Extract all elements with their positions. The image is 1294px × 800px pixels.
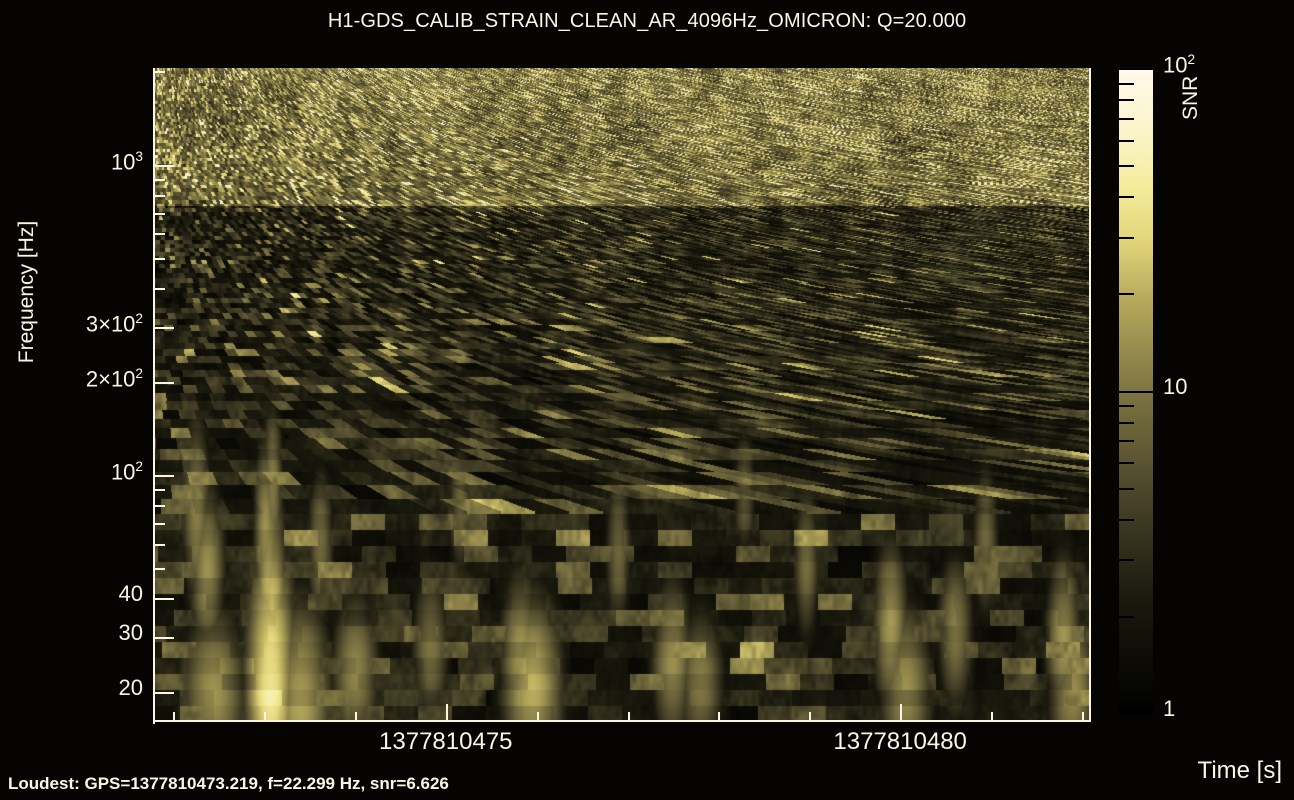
spectrogram-image [155, 68, 1089, 720]
y-axis-tick-label: 3×102 [85, 310, 143, 337]
y-axis-minor-tick [154, 692, 174, 694]
colorbar-tick-mark [1119, 140, 1135, 142]
y-axis-tick-label: 2×102 [85, 365, 143, 391]
colorbar-tick-label: 10 [1163, 373, 1188, 399]
y-axis-minor-tick [154, 475, 174, 477]
colorbar-tick-mark [1119, 165, 1135, 167]
x-axis-minor-tick [628, 712, 630, 722]
y-axis-tick-label: 40 [118, 581, 143, 607]
colorbar-gradient [1119, 68, 1153, 713]
colorbar-tick-mark [1119, 83, 1135, 85]
y-axis-minor-tick [154, 637, 174, 639]
x-axis-minor-tick [991, 712, 993, 722]
x-axis-minor-tick [264, 712, 266, 722]
x-axis-minor-tick [809, 712, 811, 722]
x-axis-tick-label: 1377810475 [379, 728, 513, 755]
y-axis-minor-tick [154, 258, 165, 260]
y-axis-spine [153, 68, 155, 724]
x-axis-tick-mark [446, 704, 448, 722]
y-axis-minor-tick [154, 288, 165, 290]
plot-area [155, 68, 1091, 722]
y-axis-title: Frequency [Hz] [15, 220, 38, 364]
y-axis-tick-label: 20 [118, 674, 143, 700]
x-axis-title: Time [s] [1197, 757, 1282, 784]
colorbar-tick-mark [1119, 196, 1135, 198]
x-axis-minor-tick [718, 712, 720, 722]
colorbar-tick-mark [1119, 68, 1153, 70]
colorbar-tick-mark [1119, 237, 1135, 239]
colorbar-tick-mark [1119, 99, 1135, 101]
loudest-event-caption: Loudest: GPS=1377810473.219, f=22.299 Hz… [8, 774, 449, 793]
y-axis-minor-tick [154, 382, 165, 384]
y-axis-minor-tick [154, 165, 174, 167]
colorbar-tick-mark [1119, 713, 1153, 715]
colorbar-tick-mark [1119, 405, 1135, 407]
y-axis-tick-label: 102 [110, 458, 143, 485]
colorbar-tick-mark [1119, 462, 1135, 464]
y-axis-minor-tick [154, 523, 165, 525]
colorbar-tick-mark [1119, 118, 1135, 120]
y-axis-minor-tick [154, 489, 165, 491]
y-axis-minor-tick [154, 195, 165, 197]
colorbar-tick-mark [1119, 559, 1135, 561]
y-axis-minor-tick [154, 568, 165, 570]
y-axis-minor-tick [154, 598, 174, 600]
colorbar-tick-mark [1119, 440, 1135, 442]
y-axis-tick-label: 30 [118, 620, 143, 646]
colorbar-title: SNR [1179, 75, 1202, 120]
y-axis-minor-tick [154, 71, 165, 73]
colorbar-tick-mark [1119, 488, 1135, 490]
page-title: H1-GDS_CALIB_STRAIN_CLEAN_AR_4096Hz_OMIC… [327, 10, 967, 32]
x-axis-minor-tick [537, 712, 539, 722]
x-axis-minor-tick [1082, 712, 1084, 722]
colorbar-tick-label: 1 [1163, 696, 1176, 721]
x-axis-minor-tick [173, 712, 175, 722]
x-axis-minor-tick [355, 712, 357, 722]
y-axis-minor-tick [154, 233, 165, 235]
colorbar [1119, 68, 1153, 713]
y-axis-minor-tick [154, 327, 165, 329]
colorbar-tick-label: 102 [1163, 52, 1196, 78]
colorbar-tick-mark [1119, 391, 1153, 393]
colorbar-tick-mark [1119, 616, 1135, 618]
y-axis-minor-tick [154, 213, 165, 215]
y-axis-minor-tick [154, 505, 165, 507]
y-axis-minor-tick [154, 544, 165, 546]
y-axis-tick-label: 103 [110, 148, 143, 174]
colorbar-tick-mark [1119, 293, 1135, 295]
y-axis-minor-tick [154, 179, 165, 181]
x-axis-tick-label: 1377810480 [833, 728, 967, 755]
x-axis-tick-mark [900, 704, 902, 722]
colorbar-tick-mark [1119, 422, 1135, 424]
colorbar-tick-mark [1119, 519, 1135, 521]
